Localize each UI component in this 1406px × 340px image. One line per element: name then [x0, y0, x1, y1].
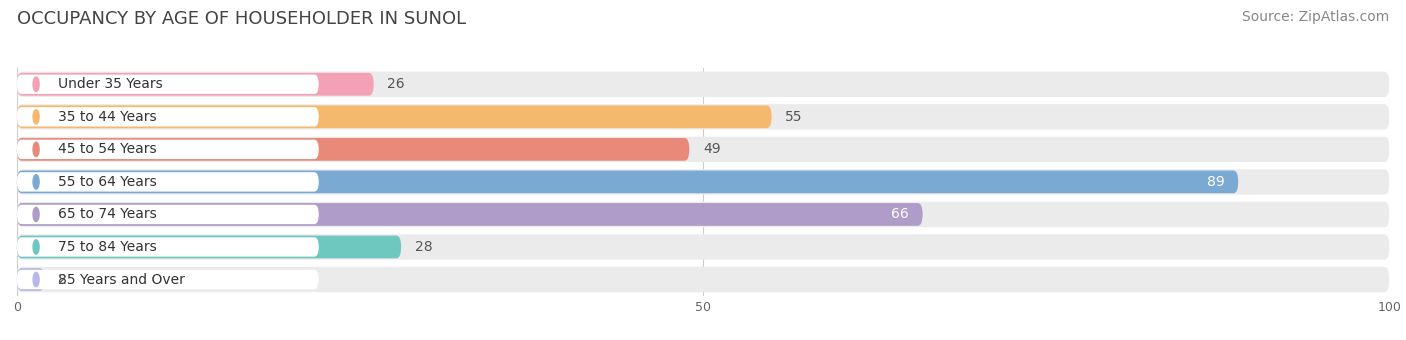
Circle shape [34, 175, 39, 189]
FancyBboxPatch shape [17, 137, 1389, 162]
Text: 65 to 74 Years: 65 to 74 Years [58, 207, 157, 221]
FancyBboxPatch shape [17, 268, 45, 291]
Text: 75 to 84 Years: 75 to 84 Years [58, 240, 157, 254]
Text: 89: 89 [1206, 175, 1225, 189]
Text: 49: 49 [703, 142, 721, 156]
Text: 45 to 54 Years: 45 to 54 Years [58, 142, 156, 156]
Text: 55: 55 [786, 110, 803, 124]
FancyBboxPatch shape [17, 105, 772, 128]
Text: 26: 26 [388, 77, 405, 91]
FancyBboxPatch shape [17, 107, 319, 126]
Text: 35 to 44 Years: 35 to 44 Years [58, 110, 156, 124]
FancyBboxPatch shape [17, 74, 319, 94]
Circle shape [34, 77, 39, 91]
Text: 66: 66 [891, 207, 908, 221]
FancyBboxPatch shape [17, 267, 1389, 292]
FancyBboxPatch shape [17, 203, 922, 226]
Circle shape [34, 272, 39, 287]
Circle shape [34, 110, 39, 124]
FancyBboxPatch shape [17, 104, 1389, 130]
FancyBboxPatch shape [17, 205, 319, 224]
FancyBboxPatch shape [17, 234, 1389, 260]
Text: Source: ZipAtlas.com: Source: ZipAtlas.com [1241, 10, 1389, 24]
FancyBboxPatch shape [17, 72, 1389, 97]
FancyBboxPatch shape [17, 73, 374, 96]
Circle shape [34, 142, 39, 156]
FancyBboxPatch shape [17, 236, 401, 258]
FancyBboxPatch shape [17, 138, 689, 161]
Text: Under 35 Years: Under 35 Years [58, 77, 163, 91]
Text: 85 Years and Over: 85 Years and Over [58, 273, 186, 287]
Circle shape [34, 240, 39, 254]
FancyBboxPatch shape [17, 270, 319, 289]
FancyBboxPatch shape [17, 171, 1239, 193]
Circle shape [34, 207, 39, 222]
FancyBboxPatch shape [17, 140, 319, 159]
FancyBboxPatch shape [17, 237, 319, 257]
Text: 28: 28 [415, 240, 433, 254]
Text: 2: 2 [58, 273, 67, 287]
Text: OCCUPANCY BY AGE OF HOUSEHOLDER IN SUNOL: OCCUPANCY BY AGE OF HOUSEHOLDER IN SUNOL [17, 10, 465, 28]
FancyBboxPatch shape [17, 172, 319, 191]
FancyBboxPatch shape [17, 169, 1389, 194]
Text: 55 to 64 Years: 55 to 64 Years [58, 175, 157, 189]
FancyBboxPatch shape [17, 202, 1389, 227]
